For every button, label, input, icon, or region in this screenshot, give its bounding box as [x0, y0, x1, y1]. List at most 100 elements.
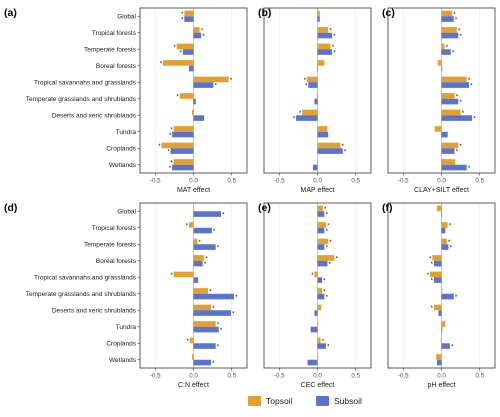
bar-subsoil: [314, 98, 318, 105]
significance-star: *: [167, 150, 170, 156]
bar-subsoil: [296, 115, 318, 121]
significance-star: *: [449, 223, 452, 229]
bar-subsoil: [193, 227, 212, 234]
bar-topsoil: [441, 142, 459, 149]
bar-subsoil: [193, 260, 203, 267]
bar-subsoil: [193, 82, 214, 88]
bar-topsoil: [317, 288, 323, 294]
significance-star: *: [448, 240, 451, 246]
bar-topsoil: [317, 60, 325, 66]
significance-star: *: [181, 12, 184, 18]
x-tick-label: -0.5: [398, 373, 409, 380]
bar-subsoil: [172, 164, 194, 171]
bar-subsoil: [317, 260, 328, 267]
significance-star: *: [202, 34, 205, 40]
bar-topsoil: [193, 304, 212, 311]
bar-topsoil: [317, 43, 331, 50]
bar-subsoil: [441, 244, 449, 250]
bar-subsoil: [317, 148, 343, 154]
significance-star: *: [212, 306, 215, 312]
x-axis-label: MAP effect: [301, 187, 335, 194]
bar-topsoil: [440, 337, 442, 344]
significance-star: *: [311, 273, 314, 279]
significance-star: *: [217, 322, 220, 328]
bar-subsoil: [317, 32, 333, 39]
bar-topsoil: [193, 288, 209, 294]
bar-subsoil: [193, 343, 216, 349]
x-tick-label: 0.0: [313, 178, 322, 185]
bar-topsoil: [193, 238, 198, 245]
bar-subsoil: [441, 98, 459, 105]
panel-label: (f): [382, 202, 393, 214]
bar-topsoil: [317, 304, 322, 311]
bar-topsoil: [436, 205, 442, 212]
bar-subsoil: [193, 98, 196, 105]
significance-star: *: [205, 256, 208, 262]
x-tick-label: 0.0: [189, 178, 198, 185]
bar-subsoil: [317, 244, 325, 250]
bar-subsoil: [441, 293, 454, 300]
significance-star: *: [452, 51, 455, 57]
x-tick-label: 0.5: [351, 178, 360, 185]
bar-subsoil: [433, 260, 442, 267]
significance-star: *: [460, 100, 463, 106]
bar-subsoil: [170, 148, 194, 154]
category-label: Boreal forests: [96, 258, 137, 265]
bar-subsoil: [317, 277, 323, 283]
bar-topsoil: [441, 93, 455, 99]
significance-star: *: [209, 289, 212, 295]
bar-subsoil: [433, 277, 442, 283]
bar-topsoil: [189, 337, 194, 344]
significance-star: *: [235, 295, 238, 301]
significance-star: *: [326, 295, 329, 301]
bar-topsoil: [173, 159, 194, 165]
significance-star: *: [458, 28, 461, 34]
category-label: Temperate grasslands and shrublands: [26, 291, 137, 298]
bar-topsoil: [317, 222, 326, 228]
significance-star: *: [329, 262, 332, 268]
significance-star: *: [427, 273, 430, 279]
legend-swatch-topsoil: [248, 396, 261, 406]
bar-topsoil: [193, 76, 229, 83]
significance-star: *: [342, 144, 345, 150]
significance-star: *: [446, 45, 449, 51]
significance-star: *: [329, 240, 332, 246]
bar-topsoil: [433, 304, 442, 311]
significance-star: *: [217, 246, 220, 252]
bar-topsoil: [162, 60, 194, 66]
significance-star: *: [293, 117, 296, 123]
bar-topsoil: [317, 142, 341, 149]
x-tick-label: 0.0: [437, 373, 446, 380]
significance-star: *: [173, 45, 176, 51]
category-label: Temperate forests: [84, 46, 137, 53]
x-tick-label: 0.0: [437, 178, 446, 185]
bar-subsoil: [314, 310, 318, 316]
significance-star: *: [326, 229, 329, 235]
significance-star: *: [456, 94, 459, 100]
bar-subsoil: [188, 65, 194, 72]
significance-star: *: [455, 18, 458, 24]
bar-topsoil: [161, 142, 194, 149]
significance-star: *: [333, 51, 336, 57]
bar-subsoil: [172, 131, 194, 138]
category-label: Tropical forests: [92, 225, 137, 232]
bar-topsoil: [193, 27, 200, 33]
x-tick-label: -0.5: [398, 178, 409, 185]
bar-topsoil: [317, 255, 335, 261]
x-tick-label: -0.5: [274, 373, 285, 380]
bar-subsoil: [438, 310, 442, 316]
significance-star: *: [177, 94, 180, 100]
bar-subsoil: [317, 16, 320, 22]
bar-subsoil: [441, 164, 467, 171]
x-axis-label: C:N effect: [178, 382, 209, 389]
bar-subsoil: [441, 65, 443, 72]
legend: Topsoil Subsoil: [248, 396, 362, 406]
bar-topsoil: [184, 10, 194, 17]
bar-topsoil: [437, 60, 442, 66]
bar-topsoil: [317, 354, 319, 360]
bar-topsoil: [434, 126, 442, 132]
significance-star: *: [201, 28, 204, 34]
category-label: Global: [117, 208, 136, 215]
bar-subsoil: [441, 326, 443, 333]
bar-subsoil: [441, 16, 454, 22]
